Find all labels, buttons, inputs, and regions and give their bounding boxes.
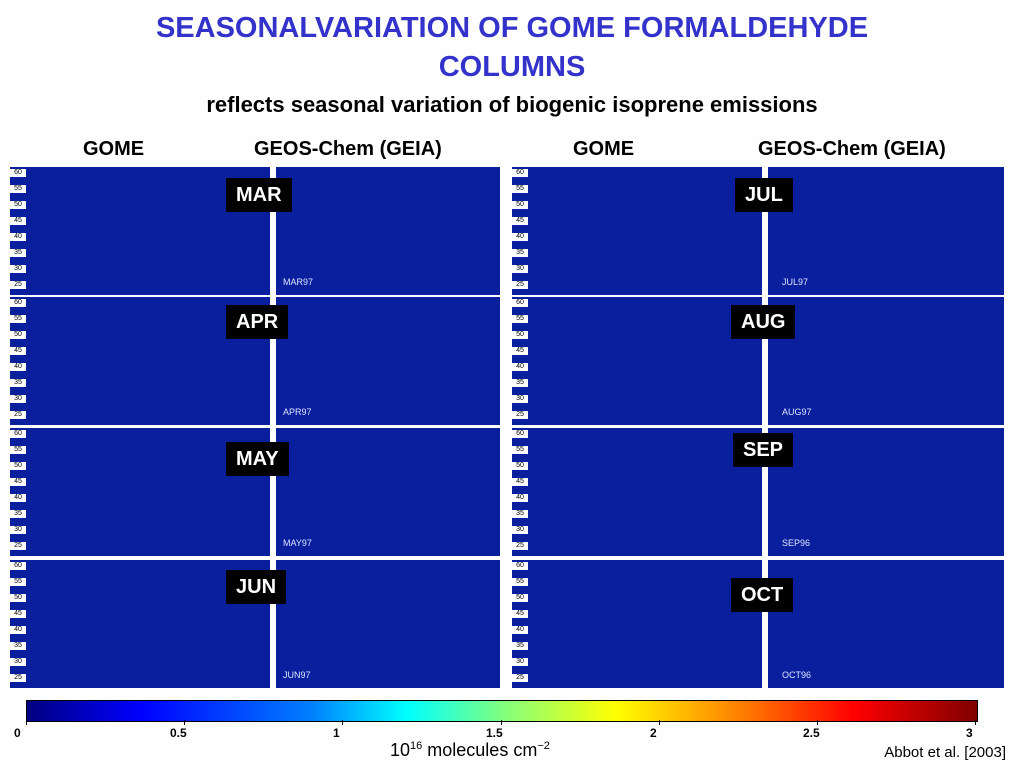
latitude-tick-label: 25	[10, 674, 26, 682]
colorbar-tick-0: 0	[14, 726, 21, 740]
latitude-tick-label: 40	[512, 494, 528, 502]
sim-label: JUN97	[283, 670, 311, 680]
latitude-tick-label: 25	[512, 411, 528, 419]
sim-label: SEP96	[782, 538, 811, 548]
latitude-tick-label: 55	[10, 446, 26, 454]
latitude-tick-label: 45	[512, 347, 528, 355]
latitude-tick-label: 60	[512, 562, 528, 570]
latitude-tick-label: 60	[10, 562, 26, 570]
citation: Abbot et al. [2003]	[884, 744, 1006, 761]
latitude-tick-label: 35	[512, 249, 528, 257]
latitude-tick-label: 40	[10, 363, 26, 371]
month-badge-oct: OCT	[731, 578, 794, 612]
latitude-tick-label: 60	[512, 169, 528, 177]
column-header-gome-right: GOME	[573, 138, 635, 160]
latitude-tick-label: 30	[10, 526, 26, 534]
latitude-tick-label: 50	[512, 201, 528, 209]
latitude-tick-label: 30	[10, 395, 26, 403]
latitude-tick-label: 50	[512, 594, 528, 602]
latitude-tick-label: 40	[10, 626, 26, 634]
latitude-tick-label: 55	[512, 315, 528, 323]
latitude-tick-label: 40	[512, 363, 528, 371]
colorbar-tick-2-5: 2.5	[803, 726, 820, 740]
latitude-tick-label: 50	[10, 331, 26, 339]
latitude-tick-label: 30	[512, 526, 528, 534]
latitude-tick-label: 45	[512, 478, 528, 486]
colorbar	[26, 700, 978, 722]
sim-label: APR97	[283, 407, 312, 417]
colorbar-tick-3: 3	[966, 726, 973, 740]
latitude-tick-label: 50	[10, 594, 26, 602]
month-badge-jul: JUL	[735, 178, 793, 212]
colorbar-tick-0-5: 0.5	[170, 726, 187, 740]
latitude-tick-label: 30	[10, 658, 26, 666]
latitude-tick-label: 45	[10, 610, 26, 618]
latitude-tick-label: 40	[10, 494, 26, 502]
latitude-tick-label: 55	[512, 446, 528, 454]
month-badge-jun: JUN	[226, 570, 287, 604]
latitude-tick-label: 35	[10, 642, 26, 650]
colorbar-tick-1: 1	[333, 726, 340, 740]
latitude-tick-label: 35	[512, 642, 528, 650]
latitude-tick-label: 30	[512, 658, 528, 666]
title-line-2: COLUMNS	[438, 51, 586, 83]
latitude-tick-label: 45	[10, 217, 26, 225]
latitude-tick-label: 60	[10, 430, 26, 438]
latitude-tick-label: 40	[512, 233, 528, 241]
month-badge-mar: MAR	[226, 178, 292, 212]
month-badge-may: MAY	[226, 442, 289, 476]
latitude-tick-label: 60	[512, 430, 528, 438]
latitude-tick-label: 40	[512, 626, 528, 634]
latitude-tick-label: 35	[10, 379, 26, 387]
latitude-tick-label: 45	[512, 217, 528, 225]
latitude-tick-label: 25	[512, 281, 528, 289]
sim-label: MAR97	[283, 277, 314, 287]
latitude-tick-label: 25	[512, 542, 528, 550]
latitude-tick-label: 40	[10, 233, 26, 241]
latitude-tick-label: 55	[10, 315, 26, 323]
latitude-tick-label: 25	[10, 411, 26, 419]
latitude-tick-label: 60	[10, 299, 26, 307]
sim-label: MAY97	[283, 538, 312, 548]
latitude-tick-label: 55	[10, 578, 26, 586]
latitude-tick-label: 45	[10, 478, 26, 486]
month-badge-aug: AUG	[731, 305, 796, 339]
latitude-tick-label: 50	[512, 331, 528, 339]
latitude-tick-label: 35	[512, 379, 528, 387]
latitude-tick-label: 55	[512, 578, 528, 586]
latitude-tick-label: 30	[512, 395, 528, 403]
column-header-geoschem-left: GEOS-Chem (GEIA)	[254, 138, 442, 160]
latitude-tick-label: 45	[512, 610, 528, 618]
column-header-gome-left: GOME	[83, 138, 145, 160]
latitude-tick-label: 45	[10, 347, 26, 355]
colorbar-unit-label: 1016 molecules cm−2	[390, 740, 550, 760]
latitude-tick-label: 60	[10, 169, 26, 177]
latitude-tick-label: 35	[512, 510, 528, 518]
latitude-tick-label: 60	[512, 299, 528, 307]
colorbar-tick-1-5: 1.5	[486, 726, 503, 740]
latitude-tick-label: 25	[10, 542, 26, 550]
latitude-tick-label: 30	[10, 265, 26, 273]
colorbar-tick-2: 2	[650, 726, 657, 740]
latitude-tick-label: 25	[10, 281, 26, 289]
month-badge-apr: APR	[226, 305, 289, 339]
sim-label: OCT96	[782, 670, 812, 680]
month-badge-sep: SEP	[733, 433, 794, 467]
latitude-tick-label: 25	[512, 674, 528, 682]
sim-label: AUG97	[782, 407, 812, 417]
sim-label: JUL97	[782, 277, 809, 287]
latitude-tick-label: 55	[512, 185, 528, 193]
subtitle: reflects seasonal variation of biogenic …	[206, 92, 818, 117]
column-header-geoschem-right: GEOS-Chem (GEIA)	[758, 138, 946, 160]
latitude-tick-label: 50	[10, 462, 26, 470]
latitude-tick-label: 35	[10, 510, 26, 518]
latitude-tick-label: 50	[512, 462, 528, 470]
latitude-tick-label: 55	[10, 185, 26, 193]
title-line-1: SEASONALVARIATION OF GOME FORMALDEHYDE	[155, 12, 869, 44]
latitude-tick-label: 50	[10, 201, 26, 209]
latitude-tick-label: 30	[512, 265, 528, 273]
latitude-tick-label: 35	[10, 249, 26, 257]
